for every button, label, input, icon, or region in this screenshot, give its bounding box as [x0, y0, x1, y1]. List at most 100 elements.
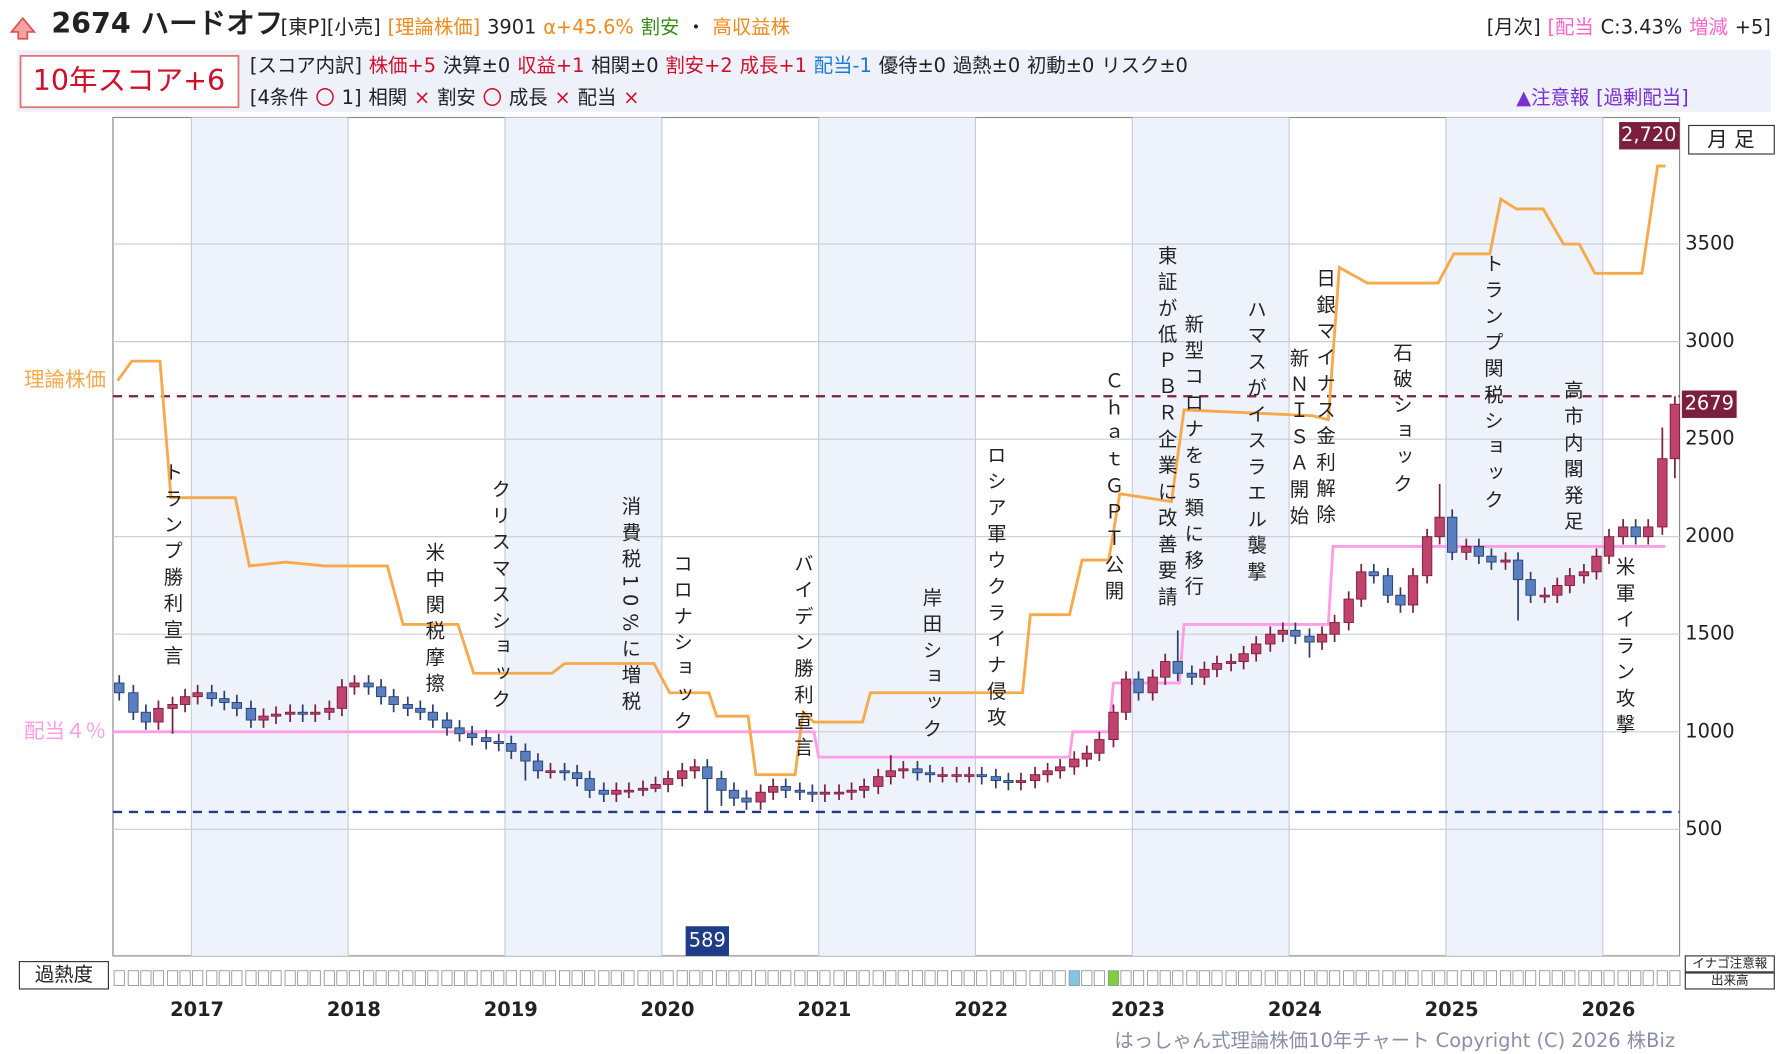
candle-body — [388, 696, 399, 705]
event-annotation: 東証が低ＰＢＲ企業に改善要請 — [1155, 245, 1178, 612]
candle-body — [1069, 758, 1080, 768]
candle-body — [1669, 403, 1681, 460]
segment: 3901 — [487, 15, 536, 38]
stock-name: 2674 ハードオフ — [51, 7, 283, 40]
candle-body — [363, 682, 374, 688]
candle-body — [1238, 653, 1249, 662]
candle-body — [1500, 559, 1511, 563]
heat-cell — [1132, 970, 1145, 987]
event-annotation: 岸田ショック — [919, 587, 942, 744]
candle-body — [1591, 555, 1602, 573]
heat-cell — [1328, 970, 1341, 987]
segment: 相関±0 — [591, 54, 658, 77]
heat-cell — [1172, 970, 1184, 987]
heat-cell — [1355, 970, 1367, 987]
heat-cell — [755, 970, 767, 987]
candle-body — [481, 737, 492, 742]
candle-body — [937, 774, 948, 777]
x-tick-label: 2020 — [641, 998, 695, 1021]
heat-cell — [1407, 970, 1419, 987]
candle-body — [1304, 635, 1315, 643]
heat-cell — [1551, 970, 1563, 987]
candle-body — [1395, 594, 1406, 606]
candle-body — [1003, 780, 1014, 783]
overheat-box — [18, 961, 109, 990]
heat-cell — [1159, 970, 1171, 987]
heat-cell — [1107, 970, 1120, 987]
segment: リスク±0 — [1101, 54, 1188, 77]
candle-body — [1486, 555, 1497, 563]
y-tick-label: 1500 — [1685, 622, 1734, 645]
candle-body — [1630, 526, 1641, 538]
heat-cell — [794, 970, 806, 987]
candle-body — [1199, 668, 1210, 678]
segment: 1] — [342, 86, 362, 109]
candle-body — [1160, 661, 1171, 678]
heat-cell — [715, 970, 728, 987]
candle-body — [1617, 526, 1629, 538]
score-breakdown: [スコア内訳] 株価+5 決算±0 収益+1 相関±0 割安+2 成長+1 配当-1 優待±0 過… — [250, 54, 1188, 77]
heat-cell — [375, 970, 387, 987]
last-price: 2679 — [1685, 392, 1734, 415]
heat-cell — [1421, 970, 1433, 987]
candle-body — [1356, 571, 1367, 600]
candle-body — [1042, 770, 1053, 776]
heat-cell — [1578, 970, 1590, 987]
heat-cell — [231, 970, 243, 987]
score-box — [19, 55, 240, 109]
heat-cell — [206, 970, 218, 987]
candle-body — [819, 791, 831, 795]
candle-body — [520, 750, 531, 762]
candle-body — [768, 785, 779, 793]
candle-body — [571, 772, 583, 780]
heat-cell — [845, 970, 858, 987]
heat-cell — [649, 970, 662, 987]
period-box — [1688, 124, 1775, 155]
inago-label: イナゴ注意報 — [1692, 955, 1767, 970]
heat-cell — [833, 970, 845, 987]
candle-body — [179, 696, 191, 705]
candle-body — [677, 770, 688, 780]
heat-cell — [689, 970, 701, 987]
heat-cell — [598, 970, 610, 987]
copyright: はっしゃん式理論株価10年チャート Copyright (C) 2026 株Bi… — [1114, 1029, 1675, 1052]
segment: α+45.6% — [543, 15, 634, 38]
heat-cell — [1250, 970, 1262, 987]
min-price-label: 589 — [689, 929, 726, 952]
candle-body — [1186, 672, 1198, 678]
plot: 2017 2018 2019 2020 2021 2022 2023 2024 2025 2026… — [24, 116, 1737, 1021]
heat-cell — [767, 970, 779, 987]
candle-body — [402, 703, 413, 709]
segment: × — [623, 86, 639, 109]
candle-body — [441, 719, 453, 729]
x-tick-label: 2023 — [1111, 998, 1165, 1021]
candle-body — [1512, 559, 1524, 581]
candle-body — [846, 789, 857, 793]
segment: 割安 — [641, 15, 680, 38]
y-tick-label: 2000 — [1685, 524, 1734, 547]
candle-body — [231, 702, 243, 709]
x-tick-label: 2018 — [327, 998, 381, 1021]
y-tick-label: 1000 — [1685, 719, 1734, 742]
heat-cell — [662, 970, 674, 987]
y-tick-label: 3500 — [1685, 232, 1734, 255]
heat-cell — [623, 970, 635, 987]
segment: 増減 — [1689, 15, 1728, 38]
segment: 優待±0 — [879, 54, 946, 77]
candle-body — [1172, 661, 1183, 674]
heat-cell — [963, 970, 975, 987]
segment: ▲注意報 — [1516, 86, 1589, 109]
heat-cell — [911, 970, 924, 987]
heat-cell — [1485, 970, 1497, 987]
event-annotation: 高市内閣発足 — [1561, 380, 1584, 537]
heat-cell — [1015, 970, 1027, 987]
heat-cell — [1225, 970, 1237, 987]
event-annotation: クリスマスショック — [488, 479, 511, 715]
candle-body — [415, 707, 426, 713]
candle-body — [741, 797, 752, 803]
candle-body — [662, 778, 674, 785]
candle-body — [1407, 575, 1419, 606]
candle-body — [1421, 536, 1433, 577]
segment: 成長+1 — [740, 54, 807, 77]
